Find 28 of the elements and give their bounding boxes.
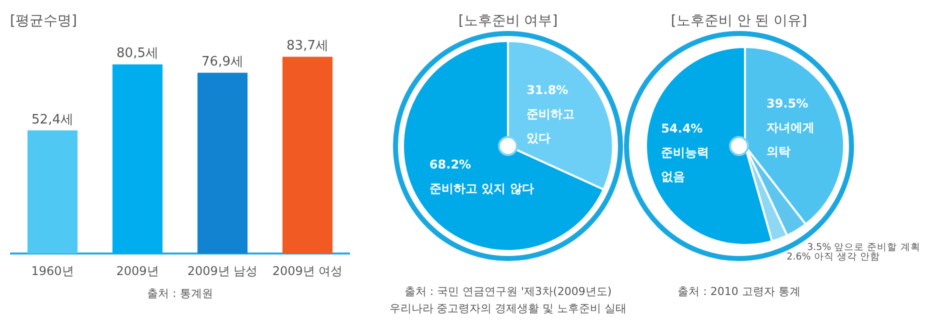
data-label: 54.4% bbox=[661, 122, 703, 136]
data-label: 76,9세 bbox=[202, 54, 244, 70]
source-note: 출처 : 2010 고령자 통계 bbox=[678, 285, 800, 298]
bar bbox=[112, 64, 163, 254]
chart-title: [노후준비 안 된 이유] bbox=[670, 12, 808, 30]
slice-label: 자녀에게 의탁 bbox=[766, 120, 815, 158]
chart-title: [노후준비 여부] bbox=[457, 12, 559, 30]
bar bbox=[197, 72, 248, 254]
bar bbox=[27, 130, 78, 254]
data-label: 31.8% bbox=[526, 82, 568, 97]
slice-label: 준비능력 없음 bbox=[661, 146, 710, 184]
slice-label: 2.6% 아직 생각 안함 bbox=[786, 252, 880, 263]
data-label: 83,7세 bbox=[286, 38, 328, 54]
source-note: 출처 : 국민 연금연구원 '제3차(2009년도) 우리나라 중고령자의 경제생활 및 노후준비 실태 bbox=[388, 284, 628, 317]
x-tick-label: 2009년 남성 bbox=[187, 264, 258, 278]
bar bbox=[282, 56, 333, 254]
slice-label: 3.5% 앞으로 준비할 계획 bbox=[807, 242, 920, 253]
chart-title: [평균수명] bbox=[10, 12, 77, 30]
source-note: 출처 : 통계원 bbox=[146, 286, 214, 302]
x-tick-label: 2009년 bbox=[116, 264, 159, 278]
data-label: 68.2% bbox=[429, 157, 472, 172]
x-tick-label: 1960년 bbox=[31, 264, 74, 278]
slice-label: 준비하고 있지 않다 bbox=[429, 181, 534, 196]
slice-label: 준비하고 있다 bbox=[526, 106, 575, 145]
data-label: 80,5세 bbox=[116, 46, 158, 62]
data-label: 39.5% bbox=[766, 96, 808, 110]
x-tick-label: 2009년 여성 bbox=[272, 264, 343, 278]
data-label: 52,4세 bbox=[32, 112, 74, 128]
